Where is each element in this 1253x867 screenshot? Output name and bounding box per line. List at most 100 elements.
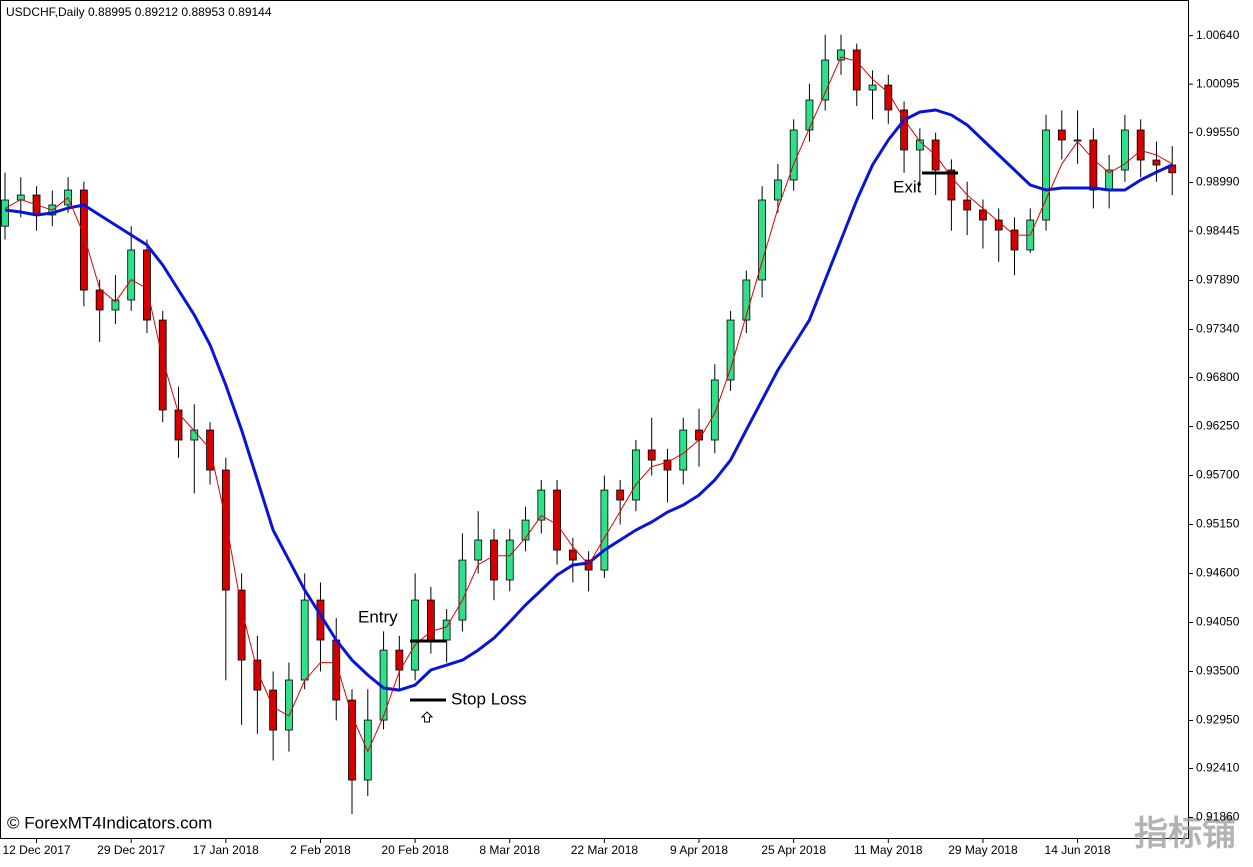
y-tick-label: 0.97890	[1196, 273, 1240, 287]
candle-body	[852, 49, 861, 91]
candle-body	[158, 319, 167, 411]
candle-body	[632, 449, 640, 501]
x-tick-label: 22 Mar 2018	[571, 843, 639, 857]
candle-body	[963, 199, 972, 211]
candle-body	[1010, 229, 1019, 251]
candle-body	[521, 519, 530, 541]
x-tick-label: 2 Feb 2018	[290, 843, 351, 857]
candle-body	[553, 489, 561, 551]
candle-body	[616, 489, 625, 501]
candle-body	[95, 289, 104, 311]
candle-body	[1136, 129, 1145, 161]
y-tick-label: 0.91860	[1196, 810, 1240, 824]
candle-body	[979, 209, 987, 221]
candle-body	[237, 589, 246, 661]
chart-title: USDCHF,Daily 0.88995 0.89212 0.88953 0.8…	[6, 5, 272, 19]
candle-body	[411, 599, 420, 671]
candle-body	[1057, 129, 1066, 141]
candle-body	[568, 549, 577, 561]
candle-body	[474, 539, 483, 561]
candle-body	[1152, 159, 1161, 166]
signal-arrow	[420, 711, 434, 723]
candle-body	[742, 279, 751, 321]
candle-body	[395, 649, 404, 671]
plot-frame	[0, 0, 1189, 839]
candle-body	[221, 469, 230, 591]
x-tick-label: 12 Dec 2017	[3, 843, 71, 857]
y-tick-label: 0.92410	[1196, 761, 1240, 775]
candle-body	[174, 409, 183, 441]
x-tick-label: 20 Feb 2018	[381, 843, 449, 857]
candle-body	[253, 659, 262, 691]
x-tick-label: 11 May 2018	[854, 843, 923, 857]
y-tick-label: 0.93500	[1196, 664, 1240, 678]
candle-body	[884, 84, 893, 111]
candle-body	[490, 539, 498, 581]
x-tick-label: 9 Apr 2018	[670, 843, 728, 857]
y-tick-label: 0.95700	[1196, 468, 1240, 482]
x-tick-label: 25 Apr 2018	[761, 843, 826, 857]
x-tick-label: 8 Mar 2018	[479, 843, 540, 857]
candle-body	[442, 619, 451, 641]
candle-body	[805, 99, 814, 131]
watermark: 指标铺	[1134, 815, 1236, 853]
candle-body	[663, 459, 672, 471]
x-tick-label: 29 May 2018	[948, 843, 1018, 857]
x-tick-label: 29 Dec 2017	[97, 843, 165, 857]
y-tick-label: 0.96800	[1196, 370, 1240, 384]
candle-body	[758, 199, 767, 281]
y-tick-label: 0.94600	[1196, 566, 1240, 580]
candle-body	[127, 249, 136, 301]
y-tick-label: 0.99550	[1196, 125, 1240, 139]
candle-body	[143, 249, 151, 321]
candle-body	[1073, 139, 1082, 142]
candle-body	[1042, 129, 1050, 221]
moving-average-line	[4, 108, 1173, 692]
candle-body	[505, 539, 514, 581]
candle-body	[600, 489, 609, 571]
candle-body	[300, 599, 309, 681]
stop-loss-label: Stop Loss	[451, 689, 527, 708]
y-tick-label: 0.95150	[1196, 517, 1240, 531]
candle-body	[821, 59, 830, 101]
candle-body	[726, 319, 735, 381]
candle-body	[710, 379, 719, 441]
y-tick-label: 0.97340	[1196, 322, 1240, 336]
entry-label: Entry	[358, 607, 398, 626]
candle-body	[679, 429, 688, 471]
candle-body	[537, 489, 546, 521]
moving-average-line	[4, 56, 1173, 753]
y-tick-label: 0.98990	[1196, 175, 1240, 189]
y-tick-label: 0.98445	[1196, 223, 1240, 237]
candle-body	[269, 689, 278, 731]
y-tick-label: 0.92950	[1196, 713, 1240, 727]
candle-body	[868, 84, 877, 91]
plot-area	[1, 34, 1177, 814]
candle-body	[647, 449, 656, 461]
y-tick-label: 0.94050	[1196, 615, 1240, 629]
candle-body	[458, 559, 467, 621]
exit-label: Exit	[893, 177, 922, 196]
candle-body	[773, 179, 782, 201]
copyright: © ForexMT4Indicators.com	[7, 813, 212, 832]
y-tick-label: 1.00640	[1196, 28, 1240, 42]
candle-body	[1089, 139, 1098, 191]
candle-body	[947, 169, 956, 201]
candle-body	[1, 199, 9, 227]
candle-body	[79, 189, 88, 291]
candle-body	[285, 679, 293, 731]
x-tick-label: 17 Jan 2018	[193, 843, 259, 857]
candle-body	[111, 299, 120, 311]
candle-body	[900, 109, 908, 151]
candle-body	[1121, 129, 1129, 171]
x-tick-label: 14 Jun 2018	[1045, 843, 1111, 857]
y-tick-label: 0.96250	[1196, 419, 1240, 433]
y-tick-label: 1.00095	[1196, 76, 1240, 90]
candle-body	[1168, 164, 1177, 174]
candle-body	[363, 719, 372, 781]
candle-body	[789, 129, 798, 181]
candle-body	[348, 699, 356, 781]
